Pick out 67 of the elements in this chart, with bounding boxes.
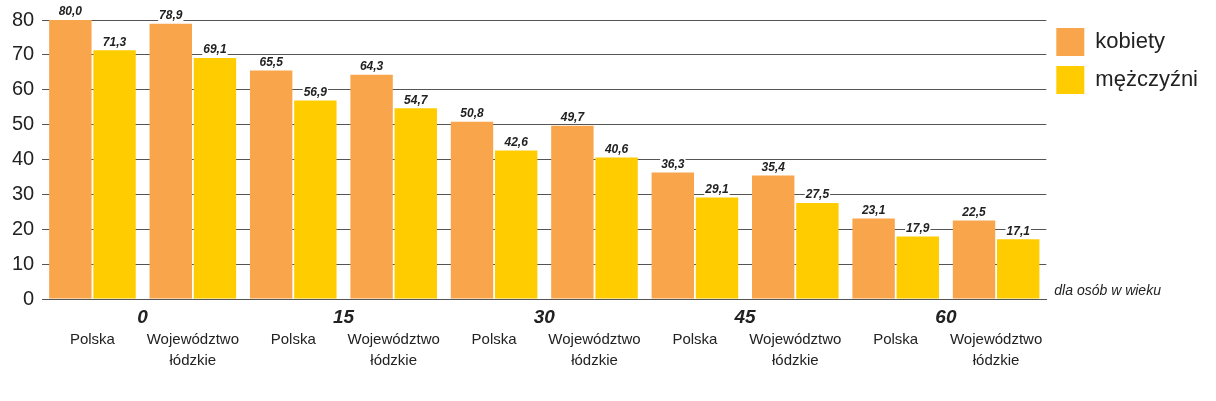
x-tick-label: Polska [873, 329, 919, 347]
y-tick-label: 20 [12, 216, 35, 239]
bar [394, 108, 437, 299]
x-tick-label: Województwo łódzkie [949, 329, 1043, 368]
bar [494, 150, 538, 299]
bar [551, 125, 594, 299]
y-tick-label: 50 [12, 112, 35, 135]
text: 0 [137, 306, 149, 328]
text: 30 [533, 306, 556, 328]
text: dla osób w wieku [1054, 281, 1162, 298]
bar [294, 100, 337, 299]
data-label: 49,7 [559, 109, 586, 124]
data-label: 42,6 [503, 134, 529, 149]
bar [952, 220, 996, 299]
bar [752, 175, 795, 299]
y-tick-label: 40 [12, 147, 35, 170]
legend-label: kobiety [1095, 28, 1166, 54]
bar [350, 74, 393, 299]
y-tick-label: 70 [12, 42, 35, 65]
bar [149, 23, 192, 299]
x-tick-label: Województwo łódzkie [548, 329, 641, 368]
data-label: 64,3 [359, 59, 384, 74]
y-tick-label: 80 [12, 7, 35, 30]
data-label: 69,1 [203, 42, 227, 57]
bar [193, 58, 237, 299]
data-label: 17,9 [906, 220, 930, 235]
data-label: 65,5 [259, 54, 284, 69]
x-tick-label: Województwo łódzkie [749, 329, 842, 368]
data-label: 56,9 [303, 84, 328, 99]
text: 15 [332, 306, 355, 328]
bar [450, 121, 494, 299]
bar [896, 236, 939, 299]
bar [852, 218, 895, 299]
x-tick-label: Województwo łódzkie [146, 329, 239, 368]
data-label: 71,3 [102, 34, 127, 49]
text: 60 [935, 306, 957, 328]
data-label: 29,1 [704, 181, 729, 196]
bar [997, 239, 1040, 299]
text: 45 [733, 306, 757, 328]
bar [49, 20, 92, 299]
data-label: 54,7 [404, 92, 429, 107]
y-tick-label: 10 [12, 251, 35, 274]
bar [695, 197, 739, 299]
bar [651, 172, 695, 299]
bar [93, 50, 136, 299]
x-tick-label: Polska [270, 329, 317, 347]
data-label: 78,9 [159, 8, 183, 23]
data-label: 50,8 [460, 106, 484, 121]
x-tick-label: Województwo łódzkie [347, 329, 440, 368]
y-tick-label: 60 [12, 77, 35, 100]
data-label: 17,1 [1006, 223, 1031, 238]
data-label: 40,6 [603, 141, 629, 156]
y-tick-label: 30 [12, 181, 35, 204]
bar [796, 203, 839, 299]
data-label: 27,5 [804, 187, 830, 202]
y-tick-label: 0 [23, 286, 35, 309]
bar [249, 70, 293, 299]
data-label: 80,0 [58, 4, 83, 19]
x-tick-label: Polska [672, 329, 719, 347]
bar [595, 157, 638, 299]
x-tick-label: Polska [69, 329, 116, 347]
legend-label: mężczyźni [1095, 66, 1198, 92]
data-label: 22,5 [961, 204, 987, 219]
data-label: 23,1 [860, 202, 886, 217]
x-tick-label: Polska [471, 329, 518, 347]
data-label: 36,3 [661, 156, 685, 171]
data-label: 35,4 [761, 159, 786, 174]
